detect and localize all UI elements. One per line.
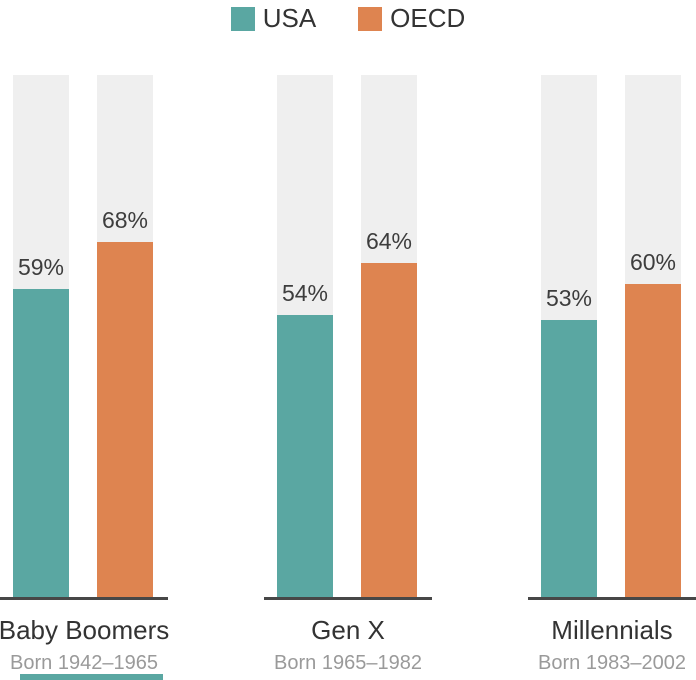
x-axis-line [528,597,696,600]
bar-group-gen-x: 54% 64% Gen X Born 1965–1982 [264,75,432,680]
bar-group-millennials: 53% 60% Millennials Born 1983–2002 [528,75,696,680]
usa-value-label: 59% [17,253,65,280]
category-title: Baby Boomers [0,615,170,645]
oecd-legend-swatch-icon [358,7,383,31]
usa-bar [13,289,69,597]
x-axis-line [0,597,168,600]
legend: USA OECD [0,5,696,33]
oecd-value-label: 60% [629,248,677,275]
usa-legend-swatch-icon [230,7,255,31]
plot-area: 53% 60% [528,75,696,597]
usa-bar [277,315,333,597]
plot-area: 54% 64% [264,75,432,597]
category-subtitle: Born 1942–1965 [10,652,158,674]
cropped-teal-bar [20,674,163,680]
oecd-bar [97,242,153,597]
usa-value-label: 54% [281,279,329,306]
oecd-legend-label: OECD [390,3,466,33]
usa-legend-label: USA [262,3,317,33]
oecd-bar [361,263,417,597]
legend-item-oecd: OECD [358,5,465,33]
oecd-value-label: 64% [365,227,413,254]
plot-area: 59% 68% [0,75,168,597]
oecd-value-label: 68% [101,206,149,233]
category-subtitle: Born 1965–1982 [274,652,422,674]
category-subtitle: Born 1983–2002 [538,652,686,674]
usa-bar [541,320,597,597]
category-title: Gen X [311,615,385,645]
oecd-bar [625,284,681,597]
usa-value-label: 53% [545,284,593,311]
x-axis-line [264,597,432,600]
legend-item-usa: USA [230,3,317,33]
category-title: Millennials [551,615,673,645]
bar-group-baby-boomers: 59% 68% Baby Boomers Born 1942–1965 [0,75,169,680]
